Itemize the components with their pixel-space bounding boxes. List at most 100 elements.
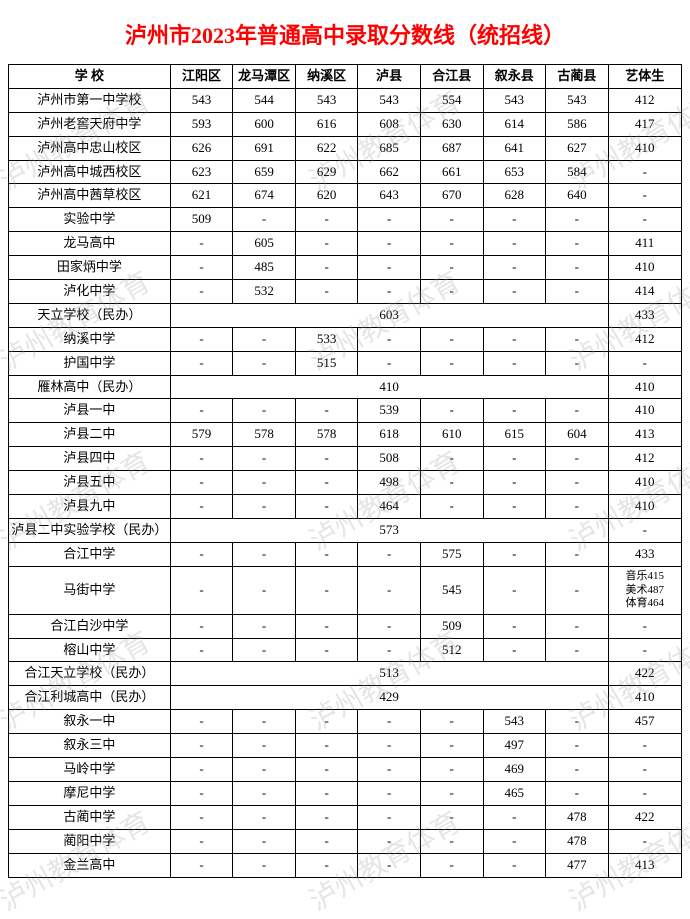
merged-score-cell: 603	[170, 303, 608, 327]
school-cell: 泸州市第一中学校	[9, 88, 171, 112]
col-jiangyang: 江阳区	[170, 65, 233, 89]
school-cell: 泸县四中	[9, 447, 171, 471]
score-cell: -	[170, 853, 233, 877]
score-cell: 545	[420, 566, 483, 614]
score-cell: -	[358, 542, 421, 566]
score-cell: -	[483, 853, 546, 877]
art-cell: 422	[608, 662, 681, 686]
score-cell: -	[420, 399, 483, 423]
merged-score-cell: 573	[170, 518, 608, 542]
art-cell: 410	[608, 399, 681, 423]
score-cell: 641	[483, 136, 546, 160]
school-cell: 榕山中学	[9, 638, 171, 662]
table-row: 马街中学----545--音乐415美术487体育464	[9, 566, 682, 614]
score-cell: -	[170, 280, 233, 304]
score-cell: -	[170, 495, 233, 519]
art-cell: 410	[608, 471, 681, 495]
score-cell: -	[546, 208, 609, 232]
art-cell: -	[608, 518, 681, 542]
table-row: 泸化中学-532-----414	[9, 280, 682, 304]
col-naxi: 纳溪区	[295, 65, 358, 89]
score-cell: -	[170, 399, 233, 423]
school-cell: 蔺阳中学	[9, 829, 171, 853]
col-luxian: 泸县	[358, 65, 421, 89]
score-cell: -	[420, 208, 483, 232]
table-row: 合江利城高中（民办）429410	[9, 686, 682, 710]
score-cell: -	[233, 495, 296, 519]
score-cell: -	[295, 256, 358, 280]
art-cell: 422	[608, 805, 681, 829]
score-cell: 623	[170, 160, 233, 184]
score-cell: 629	[295, 160, 358, 184]
art-cell: 音乐415美术487体育464	[608, 566, 681, 614]
school-cell: 金兰高中	[9, 853, 171, 877]
score-cell: -	[233, 566, 296, 614]
score-cell: 478	[546, 829, 609, 853]
score-cell: -	[420, 447, 483, 471]
score-cell: -	[420, 351, 483, 375]
score-cell: 509	[420, 614, 483, 638]
score-cell: -	[295, 232, 358, 256]
score-cell: -	[295, 710, 358, 734]
score-cell: -	[233, 781, 296, 805]
score-cell: -	[483, 327, 546, 351]
score-cell: 593	[170, 112, 233, 136]
col-gulin: 古蔺县	[546, 65, 609, 89]
score-cell: -	[233, 805, 296, 829]
art-cell: 433	[608, 542, 681, 566]
score-cell: 465	[483, 781, 546, 805]
art-cell: 457	[608, 710, 681, 734]
table-row: 泸县五中---498---410	[9, 471, 682, 495]
table-row: 泸县二中579578578618610615604413	[9, 423, 682, 447]
score-cell: 575	[420, 542, 483, 566]
score-cell: -	[546, 256, 609, 280]
score-cell: -	[170, 638, 233, 662]
school-cell: 泸州高中茜草校区	[9, 184, 171, 208]
score-cell: -	[546, 710, 609, 734]
score-cell: -	[358, 614, 421, 638]
score-cell: -	[170, 471, 233, 495]
score-cell: 584	[546, 160, 609, 184]
score-cell: -	[295, 566, 358, 614]
score-cell: 497	[483, 734, 546, 758]
art-cell: -	[608, 351, 681, 375]
score-cell: -	[546, 758, 609, 782]
score-cell: -	[420, 758, 483, 782]
table-row: 古蔺中学------478422	[9, 805, 682, 829]
score-cell: -	[483, 542, 546, 566]
table-row: 合江白沙中学----509---	[9, 614, 682, 638]
col-art: 艺体生	[608, 65, 681, 89]
school-cell: 合江中学	[9, 542, 171, 566]
score-cell: -	[358, 232, 421, 256]
score-cell: -	[546, 542, 609, 566]
school-cell: 泸县五中	[9, 471, 171, 495]
score-cell: -	[358, 638, 421, 662]
page-title: 泸州市2023年普通高中录取分数线（统招线）	[8, 18, 682, 50]
score-cell: -	[420, 781, 483, 805]
score-cell: 643	[358, 184, 421, 208]
score-cell: -	[295, 829, 358, 853]
school-cell: 天立学校（民办）	[9, 303, 171, 327]
score-cell: -	[483, 566, 546, 614]
score-cell: 687	[420, 136, 483, 160]
table-row: 泸州老窖天府中学593600616608630614586417	[9, 112, 682, 136]
school-cell: 泸县二中实验学校（民办）	[9, 518, 171, 542]
score-cell: 662	[358, 160, 421, 184]
score-cell: 554	[420, 88, 483, 112]
header-row: 学 校 江阳区 龙马潭区 纳溪区 泸县 合江县 叙永县 古蔺县 艺体生	[9, 65, 682, 89]
score-cell: -	[358, 327, 421, 351]
score-cell: 464	[358, 495, 421, 519]
table-row: 叙永三中-----497--	[9, 734, 682, 758]
table-row: 纳溪中学--533----412	[9, 327, 682, 351]
score-cell: -	[170, 805, 233, 829]
score-cell: 618	[358, 423, 421, 447]
merged-score-cell: 410	[170, 375, 608, 399]
score-cell: 608	[358, 112, 421, 136]
table-row: 泸县二中实验学校（民办）573-	[9, 518, 682, 542]
score-cell: -	[295, 805, 358, 829]
score-cell: -	[358, 781, 421, 805]
score-cell: 485	[233, 256, 296, 280]
table-row: 泸县四中---508---412	[9, 447, 682, 471]
score-cell: -	[170, 829, 233, 853]
score-cell: 628	[483, 184, 546, 208]
